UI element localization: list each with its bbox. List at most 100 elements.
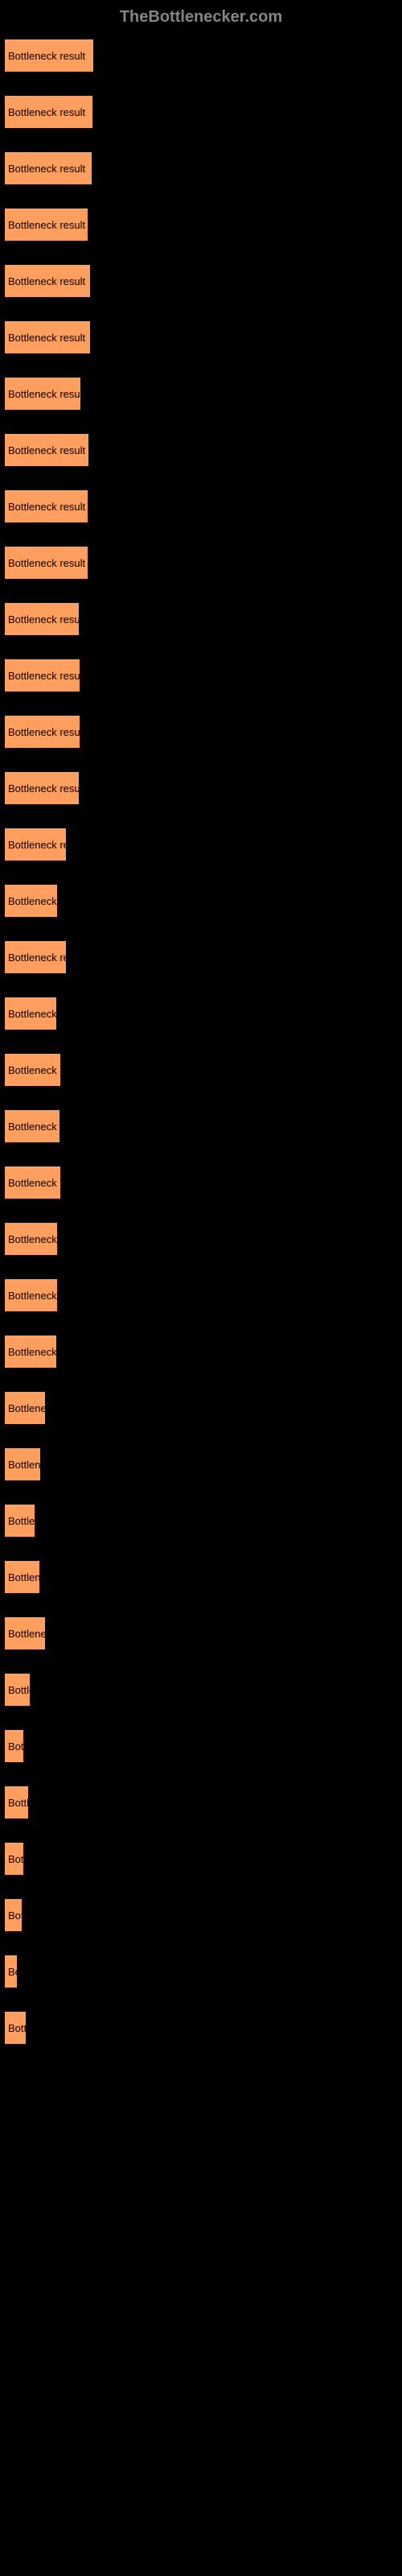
- bar-label: Bottleneck result: [8, 163, 85, 175]
- bar: Bo: [4, 1955, 18, 1988]
- bar: Bottleneck: [4, 1616, 46, 1650]
- bar: Bottleneck result: [4, 489, 88, 523]
- bar-label: Bottleneck: [8, 1628, 45, 1640]
- bar-row: Bottleneck result: [4, 1335, 398, 1368]
- bar-row: Bottleneck result: [4, 771, 398, 805]
- bar: Bottleneck result: [4, 1166, 61, 1199]
- bar-row: Bottle: [4, 1785, 398, 1819]
- bar-label: Bottleneck result: [8, 557, 85, 569]
- bar: Bottleneck result: [4, 1222, 58, 1256]
- bar: Bottleneck result4: [4, 95, 93, 129]
- bar-label: Bottleneck result: [8, 275, 85, 287]
- bar-label: Bottlene: [8, 1571, 39, 1583]
- bar: Bottleneck result: [4, 320, 91, 354]
- bar-row: Bottleneck result: [4, 1222, 398, 1256]
- bar-value: 4: [97, 106, 103, 118]
- bar-label: Bottleneck result: [8, 1008, 56, 1020]
- bar: Bottleneck result: [4, 940, 67, 974]
- bar: Bottleneck result: [4, 658, 80, 692]
- bar-label: Bottleneck result: [8, 726, 80, 738]
- bar: Bottleneck result: [4, 208, 88, 242]
- bar-label: Bottlen: [8, 1684, 30, 1696]
- bar-label: Bottl: [8, 1740, 23, 1752]
- bar-row: Bottleneck result: [4, 433, 398, 467]
- bar-row: Bottleneck result: [4, 1109, 398, 1143]
- bar-label: Bottl: [8, 1853, 23, 1865]
- bar: Bottlen: [4, 1673, 31, 1707]
- bar-label: Bottleneck result: [8, 388, 80, 400]
- bar-row: Bottlene: [4, 1560, 398, 1594]
- bar-row: Bottleneck result: [4, 658, 398, 692]
- bar-row: Bottleneck: [4, 1616, 398, 1650]
- bar: Bottleneck result: [4, 546, 88, 580]
- bar-row: Bottleneck result: [4, 151, 398, 185]
- bar-row: Bottle: [4, 2011, 398, 2045]
- bar-label: Bottleneck result: [8, 895, 57, 907]
- bar: Bottle: [4, 2011, 27, 2045]
- bar-row: Bottleneck result: [4, 320, 398, 354]
- bar: Bottleneck result: [4, 1335, 57, 1368]
- page-title: TheBottlenecker.com: [4, 8, 398, 27]
- bar: Bottl: [4, 1842, 24, 1876]
- bar: Bottleneck result: [4, 1109, 60, 1143]
- bar-row: Bottleneck result: [4, 489, 398, 523]
- bar: Bottleneck res: [4, 1278, 58, 1312]
- bar: Bottlenec: [4, 1447, 41, 1481]
- bar: Bot: [4, 1898, 23, 1932]
- bar: Bottleneck: [4, 1391, 46, 1425]
- bar-row: Bottleneck result4: [4, 39, 398, 72]
- bar: Bottleneck result4: [4, 39, 94, 72]
- bar: Bottleneck result: [4, 884, 58, 918]
- bar-label: Bottleneck result: [8, 1177, 60, 1189]
- bar-label: Bottleneck result: [8, 444, 85, 456]
- bar-label: Bottleneck result: [8, 613, 79, 625]
- bar-label: Bottleneck result: [8, 670, 80, 682]
- bar-row: Bottleneck result 4: [4, 95, 398, 129]
- bar-label: Bottle: [8, 1797, 28, 1809]
- bar-label: Bottleneck res: [8, 1290, 57, 1302]
- bar-row: Bottler: [4, 1504, 398, 1538]
- bar: Bottleneck result: [4, 997, 57, 1030]
- bar-row: Bottleneck result: [4, 828, 398, 861]
- bar-label: Bottleneck result: [8, 106, 85, 118]
- bar-row: Bottleneck result: [4, 715, 398, 749]
- bar-row: Bottleneck result: [4, 884, 398, 918]
- bottleneck-chart: Bottleneck result4Bottleneck result4Bott…: [4, 39, 398, 2045]
- bar-row: Bottlenec: [4, 1447, 398, 1481]
- bar-row: Bottleneck result: [4, 940, 398, 974]
- bar-row: Bottleneck result: [4, 264, 398, 298]
- bar: Bottleneck result: [4, 828, 67, 861]
- bar-label: Bottleneck result: [8, 952, 66, 964]
- bar: Bottleneck result: [4, 433, 89, 467]
- bar: Bottleneck result: [4, 715, 80, 749]
- bar-row: Bottlen: [4, 1673, 398, 1707]
- bar-label: Bottleneck result: [8, 1346, 56, 1358]
- bar-label: Bottleneck result: [8, 1233, 57, 1245]
- bar-row: Bo: [4, 1955, 398, 1988]
- bar: Bottl: [4, 1729, 24, 1763]
- bar-row: Bottleneck res: [4, 1278, 398, 1312]
- bar-label: Bot: [8, 1909, 22, 1922]
- bar-row: Bottl: [4, 1842, 398, 1876]
- bar: Bottle: [4, 1785, 29, 1819]
- bar-row: Bottleneck: [4, 1391, 398, 1425]
- bar-label: Bottleneck result: [8, 1121, 59, 1133]
- bar-label: Bottler: [8, 1515, 35, 1527]
- bar-label: Bottleneck result: [8, 219, 85, 231]
- bar-label: Bottleneck resu: [8, 1064, 60, 1076]
- bar-label: Bottleneck result: [8, 50, 85, 62]
- bar-label: Bottleneck: [8, 1402, 45, 1414]
- bar-label: Bottleneck result: [8, 332, 85, 344]
- bar-row: Bot: [4, 1898, 398, 1932]
- bar-row: Bottleneck result: [4, 377, 398, 411]
- bar-label: Bottleneck result: [8, 839, 66, 851]
- bar-row: Bottl: [4, 1729, 398, 1763]
- bar: Bottleneck result: [4, 771, 80, 805]
- bar: Bottleneck result: [4, 151, 92, 185]
- bar-row: Bottleneck result: [4, 602, 398, 636]
- bar-row: Bottleneck result: [4, 997, 398, 1030]
- bar-label: Bottle: [8, 2022, 26, 2034]
- bar-label: Bottleneck result: [8, 782, 79, 795]
- bar-row: Bottleneck result: [4, 1166, 398, 1199]
- bar: Bottleneck result: [4, 377, 81, 411]
